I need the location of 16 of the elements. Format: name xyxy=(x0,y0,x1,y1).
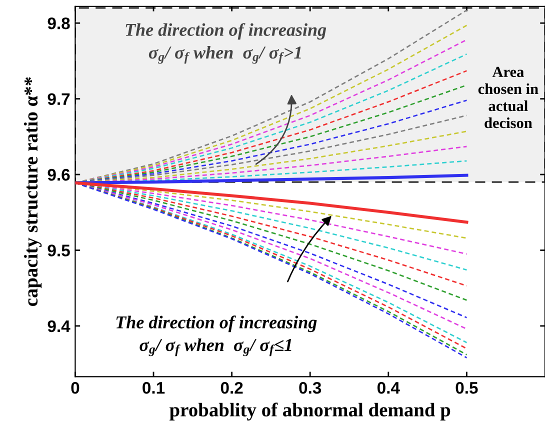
y-tick-label: 9.8 xyxy=(48,17,70,30)
x-tick-label: 0 xyxy=(71,382,80,394)
x-tick-label: 0.3 xyxy=(299,382,322,394)
text: The direction of increasing σ$_{g}$/ σ$_{f}$ when σ$_{g}$/ σ$_{f}$>1 xyxy=(126,23,326,64)
y-axis-title: capacity structure ratio α** xyxy=(24,77,42,306)
x-tick-label: 0.4 xyxy=(377,382,400,394)
y-tick-label: 9.4 xyxy=(48,320,70,332)
x-tick-label: 0.1 xyxy=(142,382,165,394)
x-axis-title: probablity of abnormal demand p xyxy=(170,402,450,420)
x-tick-label: 0.2 xyxy=(220,382,243,394)
band-label: Area chosen in actual decison xyxy=(478,66,538,128)
text: The direction of increasing σ$_{g}$/ σ$_{f}$ when σ$_{g}$/ σ$_{f}$≤1 xyxy=(116,316,317,356)
x-tick-label: 0.5 xyxy=(456,382,478,394)
y-tick-label: 9.5 xyxy=(48,244,70,256)
y-tick-label: 9.7 xyxy=(48,93,70,106)
y-tick-label: 9.6 xyxy=(48,168,70,181)
